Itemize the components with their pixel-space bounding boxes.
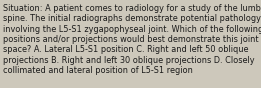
Text: spine. The initial radiographs demonstrate potential pathology: spine. The initial radiographs demonstra…: [3, 14, 261, 23]
Text: positions and/or projections would best demonstrate this joint: positions and/or projections would best …: [3, 35, 259, 44]
Text: projections B. Right and left 30 oblique projections D. Closely: projections B. Right and left 30 oblique…: [3, 56, 255, 65]
Text: space? A. Lateral L5-S1 position C. Right and left 50 oblique: space? A. Lateral L5-S1 position C. Righ…: [3, 45, 249, 54]
Text: collimated and lateral position of L5-S1 region: collimated and lateral position of L5-S1…: [3, 66, 193, 75]
Text: Situation: A patient comes to radiology for a study of the lumbar: Situation: A patient comes to radiology …: [3, 4, 261, 13]
Text: involving the L5-S1 zygapophyseal joint. Which of the following: involving the L5-S1 zygapophyseal joint.…: [3, 25, 261, 34]
